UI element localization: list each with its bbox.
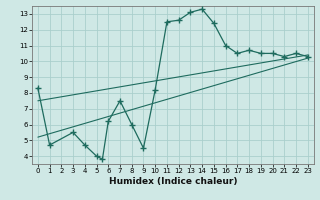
- X-axis label: Humidex (Indice chaleur): Humidex (Indice chaleur): [108, 177, 237, 186]
